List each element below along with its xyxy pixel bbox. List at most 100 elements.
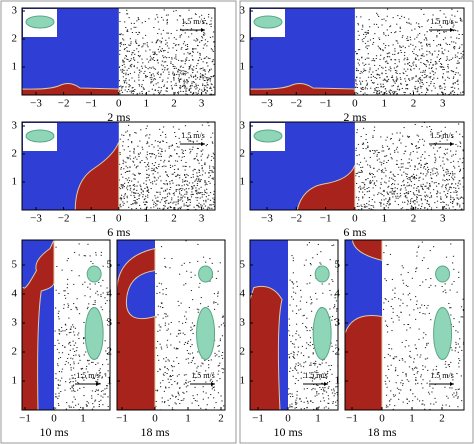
vector-dot [98, 404, 101, 406]
vector-dot [437, 30, 439, 32]
vector-dot [121, 91, 124, 93]
vector-dot [442, 169, 445, 171]
vector-dot [441, 47, 443, 49]
vector-dot [426, 200, 429, 202]
vector-dot [450, 36, 452, 38]
vector-dot [447, 190, 449, 192]
x-tick-label: 0 [51, 413, 57, 425]
vector-dot [451, 14, 453, 16]
vector-dot [420, 159, 422, 161]
vector-dot [86, 401, 88, 403]
vector-dot [87, 402, 90, 404]
vector-dot [137, 17, 139, 19]
vector-dot [213, 389, 216, 391]
vector-dot [394, 50, 396, 52]
vector-dot [119, 12, 121, 14]
vector-dot [436, 150, 439, 152]
vector-dot [361, 87, 364, 89]
vector-dot [306, 330, 308, 332]
vector-dot [457, 93, 459, 95]
vector-dot [78, 355, 81, 357]
vector-dot [132, 52, 134, 54]
vector-dot [366, 164, 369, 166]
vector-dot [160, 283, 163, 285]
vector-dot [204, 85, 206, 87]
vector-dot [418, 23, 420, 25]
vector-dot [400, 299, 402, 301]
vector-dot [376, 180, 378, 182]
vector-dot [156, 200, 158, 202]
vector-dot [121, 70, 123, 72]
vector-dot [161, 199, 163, 201]
vector-dot [151, 58, 154, 60]
vector-dot [453, 392, 455, 394]
vector-dot [175, 395, 177, 397]
vector-dot [381, 73, 383, 75]
vector-dot [127, 158, 129, 160]
vector-dot [157, 71, 159, 73]
vector-dot [175, 184, 178, 186]
vector-dot [405, 196, 407, 198]
vector-dot [194, 157, 196, 159]
vector-dot [306, 342, 308, 344]
vector-dot [312, 353, 314, 355]
vector-dot [170, 375, 172, 377]
vector-dot [100, 399, 102, 401]
vector-dot [388, 185, 390, 187]
vector-dot [388, 69, 390, 71]
vector-dot [124, 47, 126, 49]
vector-dot [151, 41, 153, 43]
vector-dot [429, 408, 431, 410]
vector-dot [371, 176, 374, 178]
x-tick-label: −3 [261, 98, 273, 110]
vector-dot [72, 326, 75, 328]
vector-dot [134, 202, 136, 204]
vector-dot [457, 72, 459, 74]
vector-dot [431, 67, 433, 69]
vector-dot [402, 166, 404, 168]
vector-dot [169, 181, 171, 183]
vector-dot [412, 62, 414, 64]
vector-dot [404, 201, 406, 203]
vector-dot [146, 164, 149, 166]
vector-dot [138, 153, 140, 155]
vector-dot [190, 76, 193, 78]
vector-dot [331, 373, 333, 375]
vector-dot [373, 126, 376, 128]
vector-dot [395, 369, 397, 371]
vector-dot [218, 356, 220, 358]
vector-dot [355, 79, 357, 81]
vector-dot [165, 90, 167, 92]
vector-dot [58, 333, 60, 335]
vector-dot [396, 88, 399, 90]
vector-dot [175, 49, 178, 51]
vector-dot [415, 88, 417, 90]
vector-dot [462, 149, 464, 151]
vector-dot [205, 199, 207, 201]
vector-dot [64, 323, 66, 325]
vector-dot [166, 346, 168, 348]
vector-dot [86, 404, 88, 406]
vector-dot [328, 398, 330, 400]
vector-dot [426, 75, 428, 77]
vector-dot [184, 87, 186, 89]
vector-dot [213, 302, 215, 304]
vector-dot [152, 66, 154, 68]
vector-dot [423, 304, 426, 306]
vector-dot [209, 93, 211, 95]
vector-dot [102, 292, 104, 294]
vector-dot [68, 332, 70, 334]
vector-dot [63, 290, 65, 292]
vector-dot [130, 22, 133, 24]
vector-dot [186, 80, 188, 82]
vector-dot [134, 132, 136, 134]
liquid-region [250, 83, 356, 95]
vector-dot [451, 176, 453, 178]
vector-dot [376, 91, 378, 93]
vector-dot [435, 175, 438, 177]
vector-dot [133, 22, 135, 24]
vector-dot [182, 179, 184, 181]
vector-dot [154, 202, 157, 204]
vector-dot [452, 47, 455, 49]
vector-dot [316, 384, 318, 386]
